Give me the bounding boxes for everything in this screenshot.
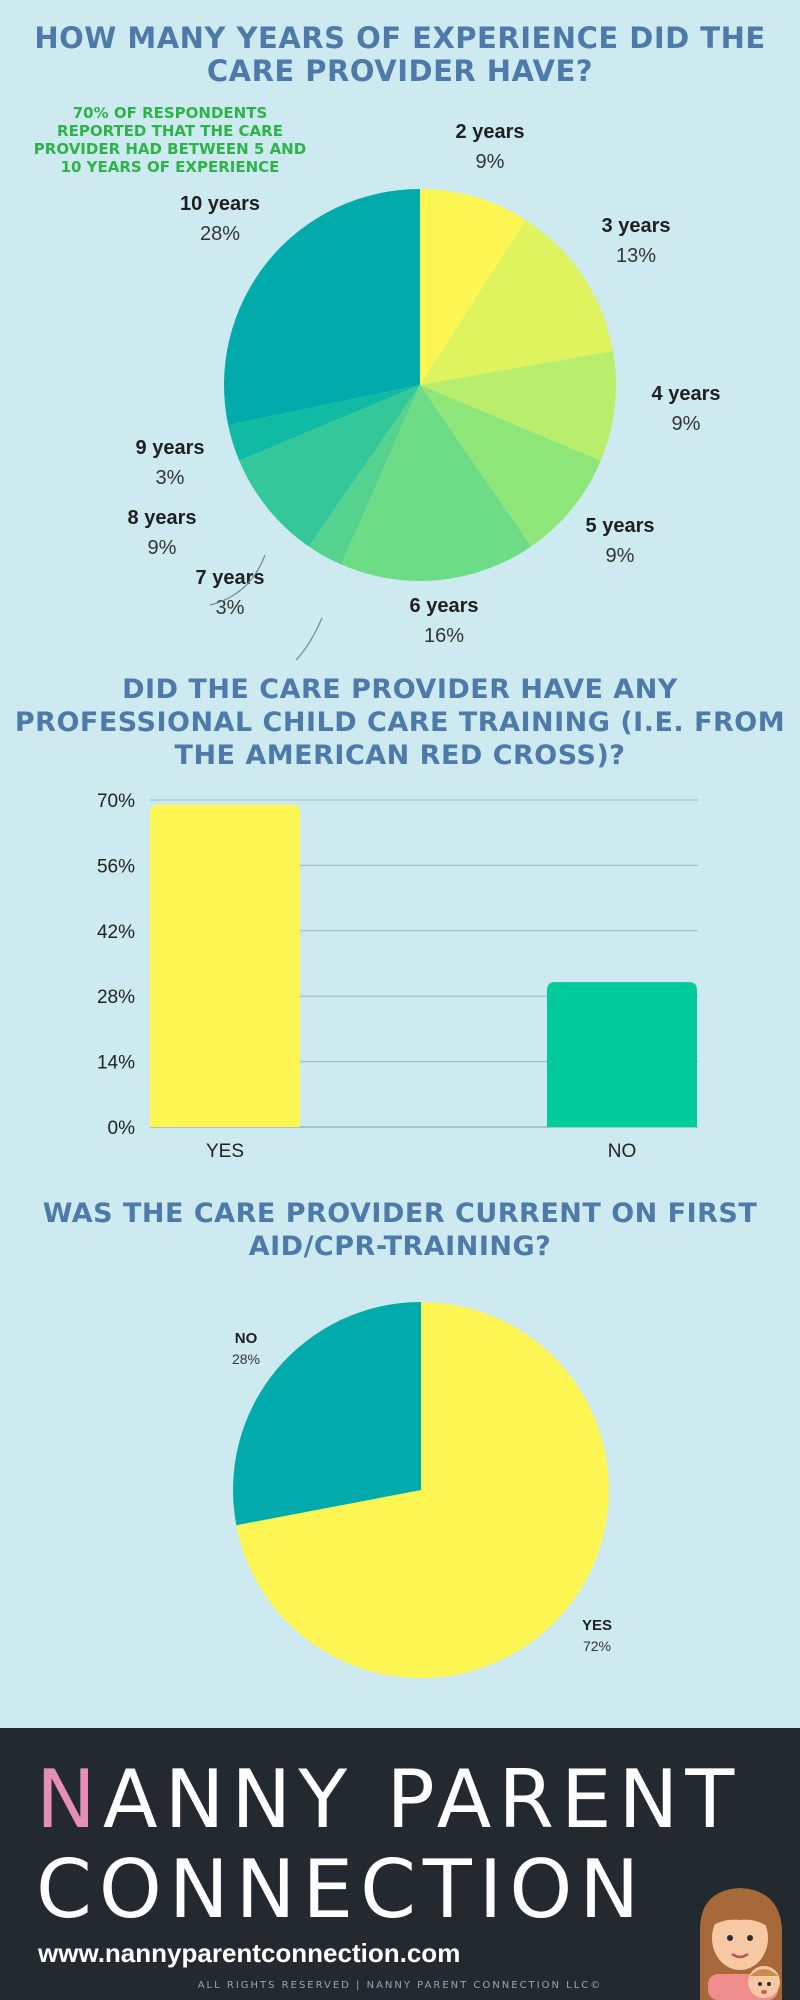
pie-value-label: 72% bbox=[583, 1638, 611, 1654]
pie-value-label: 3% bbox=[156, 467, 185, 489]
pie-slice-8-years bbox=[239, 385, 420, 547]
pie-category-label: 4 years bbox=[652, 383, 721, 405]
pie-category-label: 2 years bbox=[456, 121, 525, 143]
pie-slice-10-years bbox=[223, 188, 420, 426]
x-tick-label: NO bbox=[608, 1141, 637, 1160]
y-tick-label: 42% bbox=[97, 922, 135, 943]
pie-value-label: 28% bbox=[200, 223, 240, 245]
brand-line-1: NANNY PARENT bbox=[36, 1756, 741, 1844]
pie-label-no: NO 28% bbox=[232, 1330, 260, 1367]
y-tick-label: 0% bbox=[108, 1118, 136, 1139]
pie-label-5-years: 5 years 9% bbox=[586, 515, 655, 567]
pie-value-label: 9% bbox=[606, 545, 635, 567]
pie-slice-9-years bbox=[228, 385, 420, 461]
pie-slice-4-years bbox=[420, 350, 616, 461]
pie-label-10-years: 10 years 28% bbox=[180, 193, 260, 245]
pie-value-label: 28% bbox=[232, 1351, 260, 1367]
pie-value-label: 9% bbox=[476, 151, 505, 173]
experience-heading: HOW MANY YEARS OF EXPERIENCE DID THE CAR… bbox=[34, 21, 766, 88]
pie-value-label: 9% bbox=[672, 413, 701, 435]
pie-slice-2-years bbox=[420, 189, 526, 385]
first-aid-heading: WAS THE CARE PROVIDER CURRENT ON FIRST A… bbox=[42, 1198, 758, 1262]
pie-category-label: 5 years bbox=[586, 515, 655, 537]
pie-category-label: 9 years bbox=[136, 437, 205, 459]
leader-line-7-years bbox=[295, 617, 323, 660]
experience-callout: 70% OF RESPONDENTS REPORTED THAT THE CAR… bbox=[33, 104, 307, 176]
pie-category-label: 10 years bbox=[180, 193, 260, 215]
pie-slice-5-years bbox=[420, 385, 601, 547]
pie-slice-3-years bbox=[420, 220, 614, 385]
y-tick-label: 56% bbox=[97, 856, 135, 877]
brand-line-2: CONNECTION bbox=[36, 1843, 647, 1936]
x-tick-label: YES bbox=[206, 1141, 244, 1160]
pie-slice-no bbox=[232, 1302, 421, 1526]
pie-slice-7-years bbox=[308, 385, 420, 565]
experience-pie-chart: 2 years 9% 3 years 13% 4 years 9% 5 years 9% 6 y… bbox=[128, 121, 721, 660]
brand-initial: N bbox=[36, 1753, 103, 1846]
y-tick-label: 70% bbox=[97, 791, 135, 812]
pie-value-label: 9% bbox=[148, 537, 177, 559]
training-bar-chart: 0% 14% 28% 42% 56% 70% YES NO bbox=[97, 791, 698, 1160]
pie-slice-6-years bbox=[341, 385, 532, 581]
pie-value-label: 13% bbox=[616, 245, 656, 267]
website-link[interactable]: www.nannyparentconnection.com bbox=[38, 1938, 461, 1968]
pie-label-6-years: 6 years 16% bbox=[410, 595, 479, 647]
first-aid-pie-chart: YES 72% NO 28% bbox=[232, 1302, 612, 1678]
pie-category-label: 6 years bbox=[410, 595, 479, 617]
pie-label-3-years: 3 years 13% bbox=[602, 215, 671, 267]
y-tick-label: 14% bbox=[97, 1053, 135, 1074]
training-heading: DID THE CARE PROVIDER HAVE ANY PROFESSIO… bbox=[14, 674, 786, 771]
pie-label-2-years: 2 years 9% bbox=[456, 121, 525, 173]
footer-banner: NANNY PARENT CONNECTION www.nannyparentc… bbox=[0, 1728, 800, 2000]
pie-label-8-years: 8 years 9% bbox=[128, 507, 197, 559]
pie-label-4-years: 4 years 9% bbox=[652, 383, 721, 435]
pie-value-label: 3% bbox=[216, 597, 245, 619]
leader-line-8-years bbox=[209, 554, 266, 606]
y-tick-label: 28% bbox=[97, 987, 135, 1008]
bar-yes bbox=[150, 804, 300, 1127]
brand-line-1-rest: ANNY PARENT bbox=[102, 1753, 742, 1846]
pie-category-label: NO bbox=[235, 1330, 258, 1347]
pie-category-label: 7 years bbox=[196, 567, 265, 589]
copyright-notice: ALL RIGHTS RESERVED | NANNY PARENT CONNE… bbox=[197, 1980, 603, 1991]
pie-category-label: YES bbox=[582, 1617, 612, 1634]
bar-no bbox=[547, 982, 697, 1127]
pie-value-label: 16% bbox=[424, 625, 464, 647]
pie-label-yes: YES 72% bbox=[582, 1617, 612, 1654]
pie-category-label: 8 years bbox=[128, 507, 197, 529]
pie-category-label: 3 years bbox=[602, 215, 671, 237]
pie-label-9-years: 9 years 3% bbox=[136, 437, 205, 489]
pie-slice-yes bbox=[236, 1302, 609, 1678]
nanny-avatar-icon bbox=[700, 1888, 782, 2000]
